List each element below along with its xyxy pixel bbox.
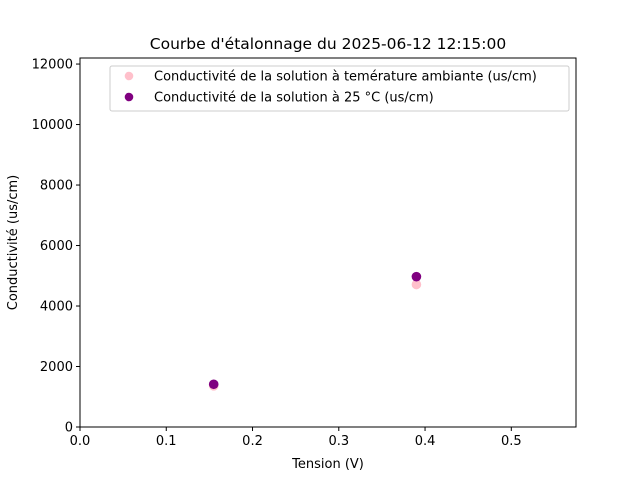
x-tick-label: 0.5 [501,434,522,449]
data-point-room-temperature [411,279,422,290]
y-axis: 0 2000 4000 6000 8000 10000 12000 [32,58,80,436]
y-tick-label: 12000 [32,58,73,73]
x-tick-label: 0.0 [70,434,91,449]
y-axis-title: Conductivité (us/cm) [6,175,21,311]
x-axis: 0.0 0.1 0.2 0.3 0.4 0.5 [70,427,522,449]
chart-title: Courbe d'étalonnage du 2025-06-12 12:15:… [150,35,506,53]
y-tick-label: 4000 [40,300,73,315]
legend-entry-25c: Conductivité de la solution à 25 °C (us/… [124,91,434,106]
legend-entry-room-temperature: Conductivité de la solution à temérature… [124,70,537,85]
y-tick-label: 6000 [40,239,73,254]
y-tick-label: 8000 [40,179,73,194]
data-points [208,271,422,391]
y-tick-label: 10000 [32,118,73,133]
x-tick-label: 0.1 [156,434,177,449]
legend-label-25c: Conductivité de la solution à 25 °C (us/… [154,91,434,106]
y-tick-label: 0 [65,421,73,436]
plot-area-frame [79,57,577,428]
x-tick-label: 0.4 [415,434,436,449]
legend-marker-room-temperature [124,71,134,81]
legend-box [109,65,570,112]
data-point-25c [411,271,422,282]
x-tick-label: 0.2 [242,434,263,449]
y-tick-label: 2000 [40,360,73,375]
legend-label-room-temperature: Conductivité de la solution à temérature… [154,70,537,85]
legend: Conductivité de la solution à temérature… [109,65,570,112]
legend-marker-25c [124,92,134,102]
data-point-25c [208,379,219,390]
x-tick-label: 0.3 [328,434,349,449]
x-axis-title: Tension (V) [291,457,364,472]
